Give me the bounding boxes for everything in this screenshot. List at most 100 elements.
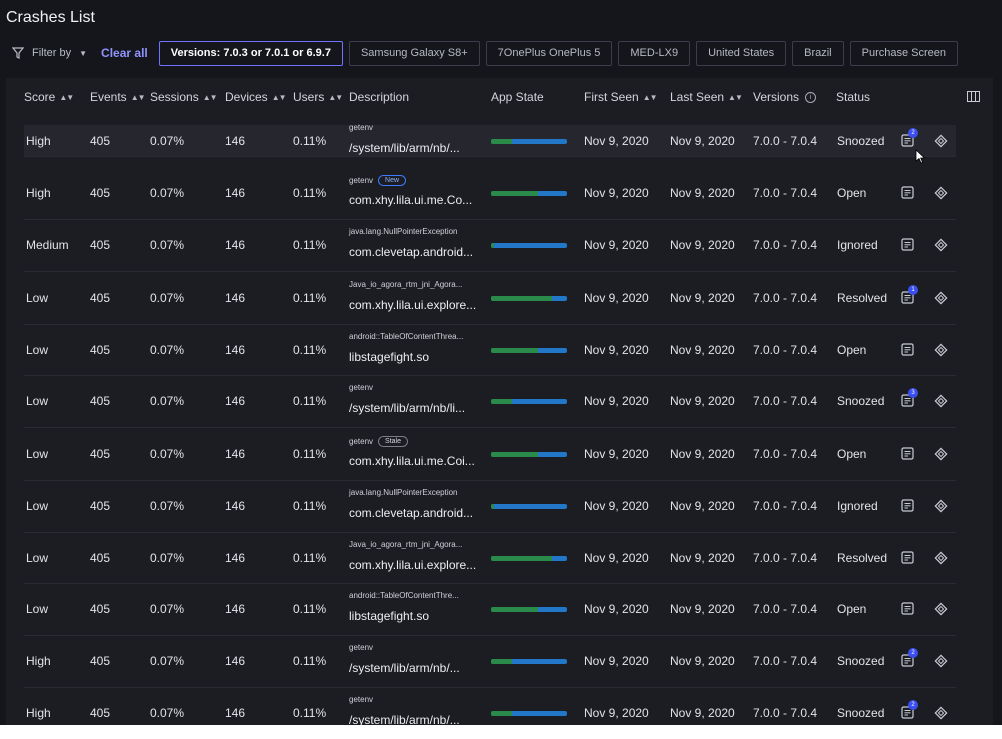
description-text[interactable]: com.xhy.lila.ui.explore... bbox=[349, 298, 477, 312]
notes-count-badge: 3 bbox=[908, 388, 918, 398]
description-text[interactable]: com.xhy.lila.ui.me.Co... bbox=[349, 193, 473, 207]
notes-icon[interactable]: 2 bbox=[901, 128, 918, 148]
notes-icon[interactable] bbox=[901, 499, 915, 513]
sort-icon: ▲▼ bbox=[202, 92, 218, 102]
filter-chip-device[interactable]: Samsung Galaxy S8+ bbox=[348, 40, 480, 66]
column-header-last-seen[interactable]: Last Seen ▲▼ bbox=[670, 90, 743, 104]
diamond-icon[interactable] bbox=[934, 654, 948, 668]
description-title: Java_io_agora_rtm_jni_Agora... bbox=[349, 540, 463, 549]
diamond-icon[interactable] bbox=[934, 186, 948, 200]
description-text[interactable]: /system/lib/arm/nb/... bbox=[349, 141, 460, 155]
description-text[interactable]: com.clevetap.android... bbox=[349, 245, 474, 259]
sessions-cell: 0.07% bbox=[150, 447, 185, 461]
column-header-users[interactable]: Users ▲▼ bbox=[293, 90, 343, 104]
column-header-score[interactable]: Score ▲▼ bbox=[24, 90, 74, 104]
diamond-icon[interactable] bbox=[934, 394, 948, 408]
table-row[interactable]: Low 405 0.07% 146 0.11% getenv/system/lib/arm… bbox=[24, 375, 956, 428]
last-seen-cell: Nov 9, 2020 bbox=[670, 238, 735, 252]
table-row[interactable]: Low 405 0.07% 146 0.11% Java_io_agora_rtm_jni… bbox=[24, 533, 956, 584]
notes-icon[interactable]: 2 bbox=[901, 700, 918, 720]
notes-icon[interactable]: 1 bbox=[901, 285, 918, 305]
notes-count-badge: 2 bbox=[908, 128, 918, 138]
app-state-bar bbox=[491, 348, 567, 353]
app-state-bar bbox=[491, 399, 567, 404]
table-row[interactable]: Medium 405 0.07% 146 0.11% java.lang.NullPoin… bbox=[24, 219, 956, 272]
last-seen-cell: Nov 9, 2020 bbox=[670, 499, 735, 513]
first-seen-cell: Nov 9, 2020 bbox=[584, 186, 649, 200]
table-row[interactable]: High 405 0.07% 146 0.11% getenv/system/lib/ar… bbox=[24, 123, 956, 157]
column-header-app-state: App State bbox=[491, 90, 544, 104]
first-seen-cell: Nov 9, 2020 bbox=[584, 394, 649, 408]
diamond-icon[interactable] bbox=[934, 134, 948, 148]
notes-icon[interactable] bbox=[901, 551, 915, 565]
filter-chip-device[interactable]: MED-LX9 bbox=[618, 40, 691, 66]
versions-cell: 7.0.0 - 7.0.4 bbox=[753, 238, 818, 252]
app-state-bar bbox=[491, 243, 567, 248]
table-row[interactable]: Low 405 0.07% 146 0.11% android::TableOfConte… bbox=[24, 583, 956, 636]
table-row[interactable]: High 405 0.07% 146 0.11% getenv/system/lib/ar… bbox=[24, 635, 956, 688]
filter-chip-screen[interactable]: Purchase Screen bbox=[849, 40, 959, 66]
table-row[interactable]: Low 405 0.07% 146 0.11% getenv Stale com.xhy.li… bbox=[24, 428, 956, 481]
events-cell: 405 bbox=[90, 499, 111, 513]
description-text[interactable]: /system/lib/arm/nb/... bbox=[349, 661, 460, 675]
table-row[interactable]: Low 405 0.07% 146 0.11% Java_io_agora_rtm_jni… bbox=[24, 272, 956, 325]
notes-icon[interactable] bbox=[901, 186, 915, 200]
description-text[interactable]: /system/lib/arm/nb/li... bbox=[349, 401, 466, 415]
sort-icon: ▲▼ bbox=[328, 92, 343, 102]
notes-icon[interactable]: 3 bbox=[901, 388, 918, 408]
description-text[interactable]: com.xhy.lila.ui.explore... bbox=[349, 558, 477, 572]
app-state-bar bbox=[491, 504, 567, 509]
table-row[interactable]: Low 405 0.07% 146 0.11% java.lang.NullPointer… bbox=[24, 480, 956, 533]
table-row[interactable]: Low 405 0.07% 146 0.11% android::TableOfConte… bbox=[24, 324, 956, 376]
first-seen-cell: Nov 9, 2020 bbox=[584, 291, 649, 305]
clear-all-button[interactable]: Clear all bbox=[101, 46, 148, 60]
diamond-icon[interactable] bbox=[934, 551, 948, 565]
columns-icon[interactable] bbox=[967, 91, 980, 102]
column-header-devices[interactable]: Devices ▲▼ bbox=[225, 90, 287, 104]
description-text[interactable]: com.clevetap.android... bbox=[349, 506, 474, 520]
info-icon[interactable]: i bbox=[805, 91, 817, 103]
table-row[interactable]: High 405 0.07% 146 0.11% getenv/system/lib/ar… bbox=[24, 687, 956, 725]
notes-icon[interactable] bbox=[901, 447, 915, 461]
status-cell: Snoozed bbox=[837, 134, 885, 148]
last-seen-cell: Nov 9, 2020 bbox=[670, 291, 735, 305]
notes-icon[interactable] bbox=[901, 238, 915, 252]
diamond-icon[interactable] bbox=[934, 706, 948, 720]
table-row[interactable]: High 405 0.07% 146 0.11% getenv New com.xhy.lil… bbox=[24, 167, 956, 220]
column-header-events[interactable]: Events ▲▼ bbox=[90, 90, 146, 104]
filter-by-dropdown[interactable]: Filter by ▼ bbox=[12, 47, 87, 59]
notes-icon[interactable]: 2 bbox=[901, 648, 918, 668]
devices-cell: 146 bbox=[225, 343, 246, 357]
sessions-cell: 0.07% bbox=[150, 499, 185, 513]
filter-chip-country[interactable]: Brazil bbox=[792, 40, 844, 66]
filter-chip-versions[interactable]: Versions: 7.0.3 or 7.0.1 or 6.9.7 bbox=[158, 40, 343, 66]
column-header-status: Status bbox=[836, 90, 871, 104]
filter-chip-country[interactable]: United States bbox=[696, 40, 787, 66]
last-seen-cell: Nov 9, 2020 bbox=[670, 551, 735, 565]
notes-icon[interactable] bbox=[901, 343, 915, 357]
first-seen-cell: Nov 9, 2020 bbox=[584, 238, 649, 252]
description-text[interactable]: libstagefight.so bbox=[349, 609, 430, 623]
app-state-foreground-fill bbox=[491, 139, 513, 144]
app-state-bar bbox=[491, 296, 567, 301]
events-cell: 405 bbox=[90, 186, 111, 200]
column-header-sessions[interactable]: Sessions ▲▼ bbox=[150, 90, 218, 104]
table-header: Score ▲▼ Events ▲▼ Sessions ▲▼ Devices ▲▼ Us… bbox=[6, 78, 993, 116]
devices-cell: 146 bbox=[225, 551, 246, 565]
sessions-cell: 0.07% bbox=[150, 654, 185, 668]
description-text[interactable]: /system/lib/arm/nb/... bbox=[349, 713, 460, 725]
diamond-icon[interactable] bbox=[934, 602, 948, 616]
diamond-icon[interactable] bbox=[934, 343, 948, 357]
diamond-icon[interactable] bbox=[934, 447, 948, 461]
column-header-first-seen[interactable]: First Seen ▲▼ bbox=[584, 90, 658, 104]
funnel-icon bbox=[12, 47, 24, 59]
notes-icon[interactable] bbox=[901, 602, 915, 616]
description-text[interactable]: libstagefight.so bbox=[349, 350, 430, 364]
diamond-icon[interactable] bbox=[934, 499, 948, 513]
description-text[interactable]: com.xhy.lila.ui.me.Coi... bbox=[349, 454, 475, 468]
app-state-foreground-fill bbox=[491, 711, 513, 716]
filter-chip-device[interactable]: 7OnePlus OnePlus 5 bbox=[485, 40, 613, 66]
diamond-icon[interactable] bbox=[934, 238, 948, 252]
users-cell: 0.11% bbox=[293, 134, 327, 148]
diamond-icon[interactable] bbox=[934, 291, 948, 305]
